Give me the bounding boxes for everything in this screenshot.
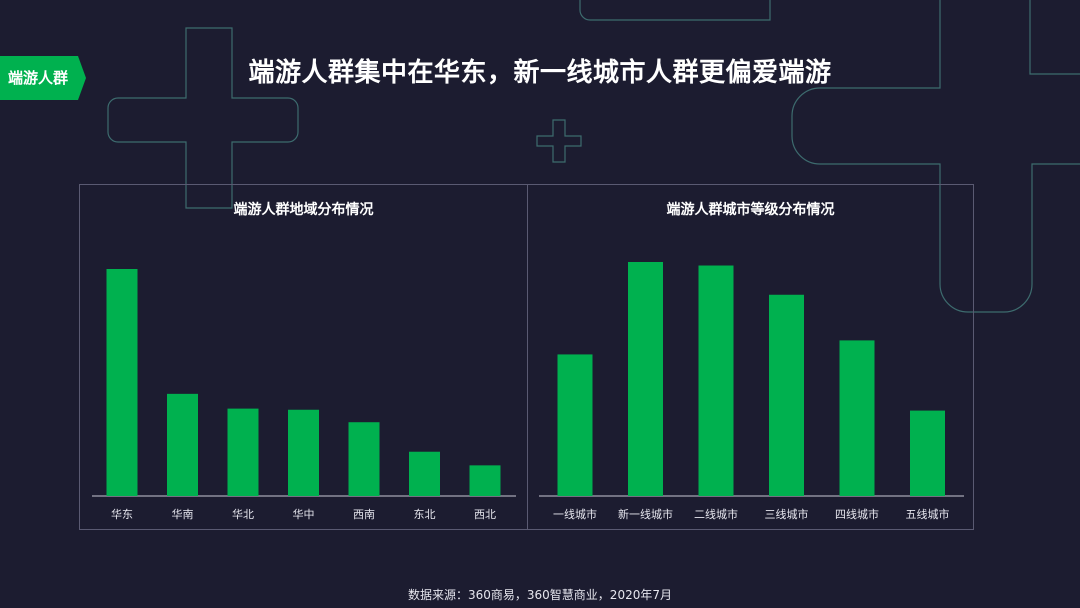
bar-0 — [557, 354, 593, 496]
bar-3 — [288, 409, 319, 496]
cross-outline-right — [791, 0, 1080, 313]
bar-0 — [106, 269, 138, 496]
bar-5 — [910, 410, 945, 496]
tick-label-6: 西北 — [474, 508, 496, 521]
chart-title-region: 端游人群地域分布情况 — [233, 202, 374, 218]
region-distribution-chart: 端游人群地域分布情况 华东 华南 华北 华中 西南 东北 西北 — [79, 184, 528, 530]
tick-label-5: 五线城市 — [906, 507, 950, 521]
data-source-note: 数据来源：360商易，360智慧商业，2020年7月 — [408, 588, 672, 602]
cross-outline-small — [536, 119, 582, 163]
tick-label-0: 一线城市 — [553, 507, 597, 521]
tick-label-1: 华南 — [172, 507, 194, 521]
bar-2 — [227, 408, 259, 496]
cross-outline-top — [579, 0, 771, 21]
tick-label-3: 三线城市 — [765, 507, 809, 521]
bar-3 — [769, 294, 804, 496]
tick-label-4: 西南 — [353, 508, 375, 521]
tick-label-3: 华中 — [293, 507, 315, 521]
chart-title-city-tier: 端游人群城市等级分布情况 — [666, 202, 835, 218]
region-bar-chart: 华东 华南 华北 华中 西南 东北 西北 — [92, 269, 516, 521]
bar-5 — [409, 451, 440, 496]
tick-label-2: 二线城市 — [694, 507, 738, 521]
bar-2 — [698, 265, 734, 496]
bar-6 — [469, 465, 501, 496]
cross-outline-left — [107, 27, 299, 209]
tick-label-5: 东北 — [414, 508, 436, 521]
tick-label-1: 新一线城市 — [618, 507, 673, 521]
bar-4 — [839, 340, 875, 496]
city-tier-distribution-chart: 端游人群城市等级分布情况 一线城市 新一线城市 二线城市 三线城市 四线城市 五线城市 — [527, 184, 974, 530]
tick-label-2: 华北 — [232, 507, 254, 521]
tick-label-4: 四线城市 — [835, 507, 879, 521]
section-tag: 端游人群 — [0, 56, 86, 100]
tick-label-0: 华东 — [111, 507, 133, 521]
city-tier-bar-chart: 一线城市 新一线城市 二线城市 三线城市 四线城市 五线城市 — [539, 262, 964, 521]
bar-1 — [167, 393, 198, 496]
bar-4 — [348, 422, 380, 496]
page-title: 端游人群集中在华东，新一线城市人群更偏爱端游 — [248, 58, 832, 88]
bar-1 — [628, 262, 663, 496]
